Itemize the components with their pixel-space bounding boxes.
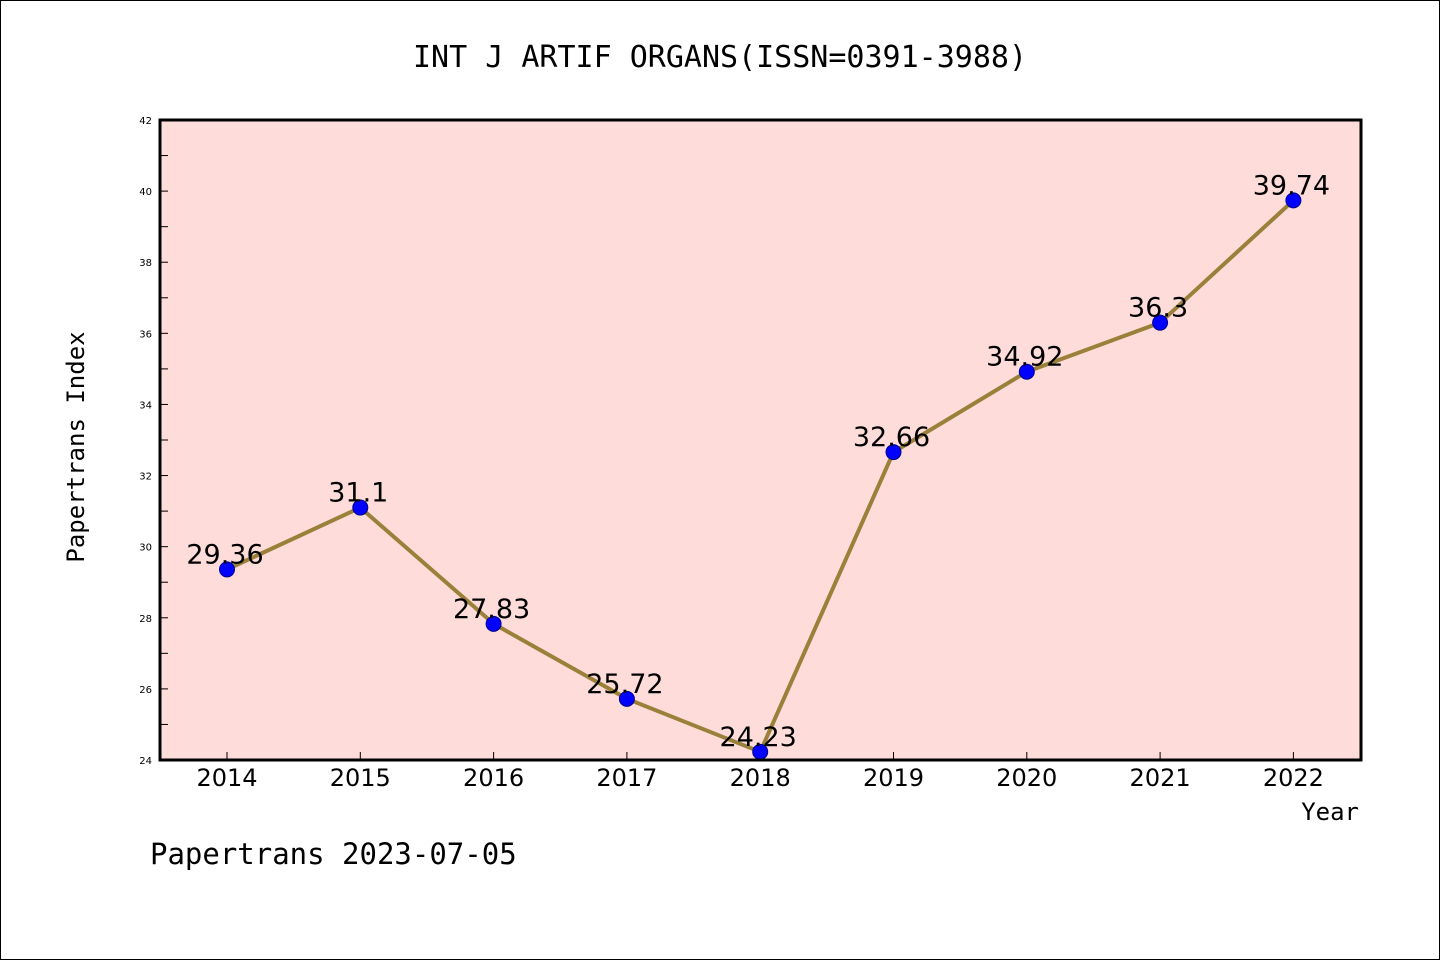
data-label: 31.1 xyxy=(328,478,388,509)
data-labels: 29.36 31.1 27.83 25.72 24.23 32.66 34.92 36.3 39… xyxy=(186,170,1330,752)
data-point xyxy=(219,561,235,578)
data-label: 29.36 xyxy=(186,539,263,570)
data-label: 24.23 xyxy=(720,722,797,753)
y-tick-label: 36 xyxy=(139,329,152,340)
x-tick-label: 2014 xyxy=(196,764,257,792)
x-tick-label: 2016 xyxy=(463,764,524,792)
y-tick-label: 42 xyxy=(139,116,152,127)
data-label: 36.3 xyxy=(1128,293,1188,324)
x-tick-label: 2017 xyxy=(596,764,657,792)
x-tick-label: 2018 xyxy=(730,764,791,792)
y-tick-label: 32 xyxy=(139,472,152,483)
y-axis-label: Papertrans Index xyxy=(62,331,90,562)
data-point xyxy=(1018,363,1035,380)
data-point xyxy=(1152,314,1169,331)
data-point xyxy=(885,444,902,461)
x-tick-label: 2020 xyxy=(996,764,1057,792)
y-tick-label: 30 xyxy=(139,543,152,554)
x-tick-label: 2019 xyxy=(863,764,924,792)
data-label: 27.83 xyxy=(453,594,530,625)
data-label: 32.66 xyxy=(853,422,930,453)
y-tick-label: 38 xyxy=(139,258,152,269)
footer-text: Papertrans 2023-07-05 xyxy=(150,837,517,871)
y-tick-label: 26 xyxy=(139,685,152,696)
y-tick-label: 28 xyxy=(139,614,152,625)
data-point xyxy=(1285,192,1302,209)
y-tick-label: 34 xyxy=(139,400,152,411)
data-point xyxy=(352,499,369,516)
data-label: 34.92 xyxy=(986,342,1063,373)
data-points xyxy=(219,192,1302,760)
x-tick-label: 2022 xyxy=(1263,764,1324,792)
data-label: 25.72 xyxy=(586,669,663,700)
x-tick-label: 2021 xyxy=(1130,764,1191,792)
data-label: 39.74 xyxy=(1253,170,1330,201)
x-axis-label: Year xyxy=(1301,798,1359,826)
data-point xyxy=(485,615,502,632)
y-tick-label: 24 xyxy=(139,756,152,767)
y-tick-label: 40 xyxy=(139,187,152,198)
x-axis: 2014 2015 2016 2017 2018 2019 2020 2021 2022 xyxy=(196,752,1324,792)
chart-title: INT J ARTIF ORGANS(ISSN=0391-3988) xyxy=(413,40,1027,75)
plot-area xyxy=(160,120,1361,760)
data-point xyxy=(618,690,635,707)
x-tick-label: 2015 xyxy=(330,764,391,792)
plot-frame xyxy=(158,118,1363,762)
